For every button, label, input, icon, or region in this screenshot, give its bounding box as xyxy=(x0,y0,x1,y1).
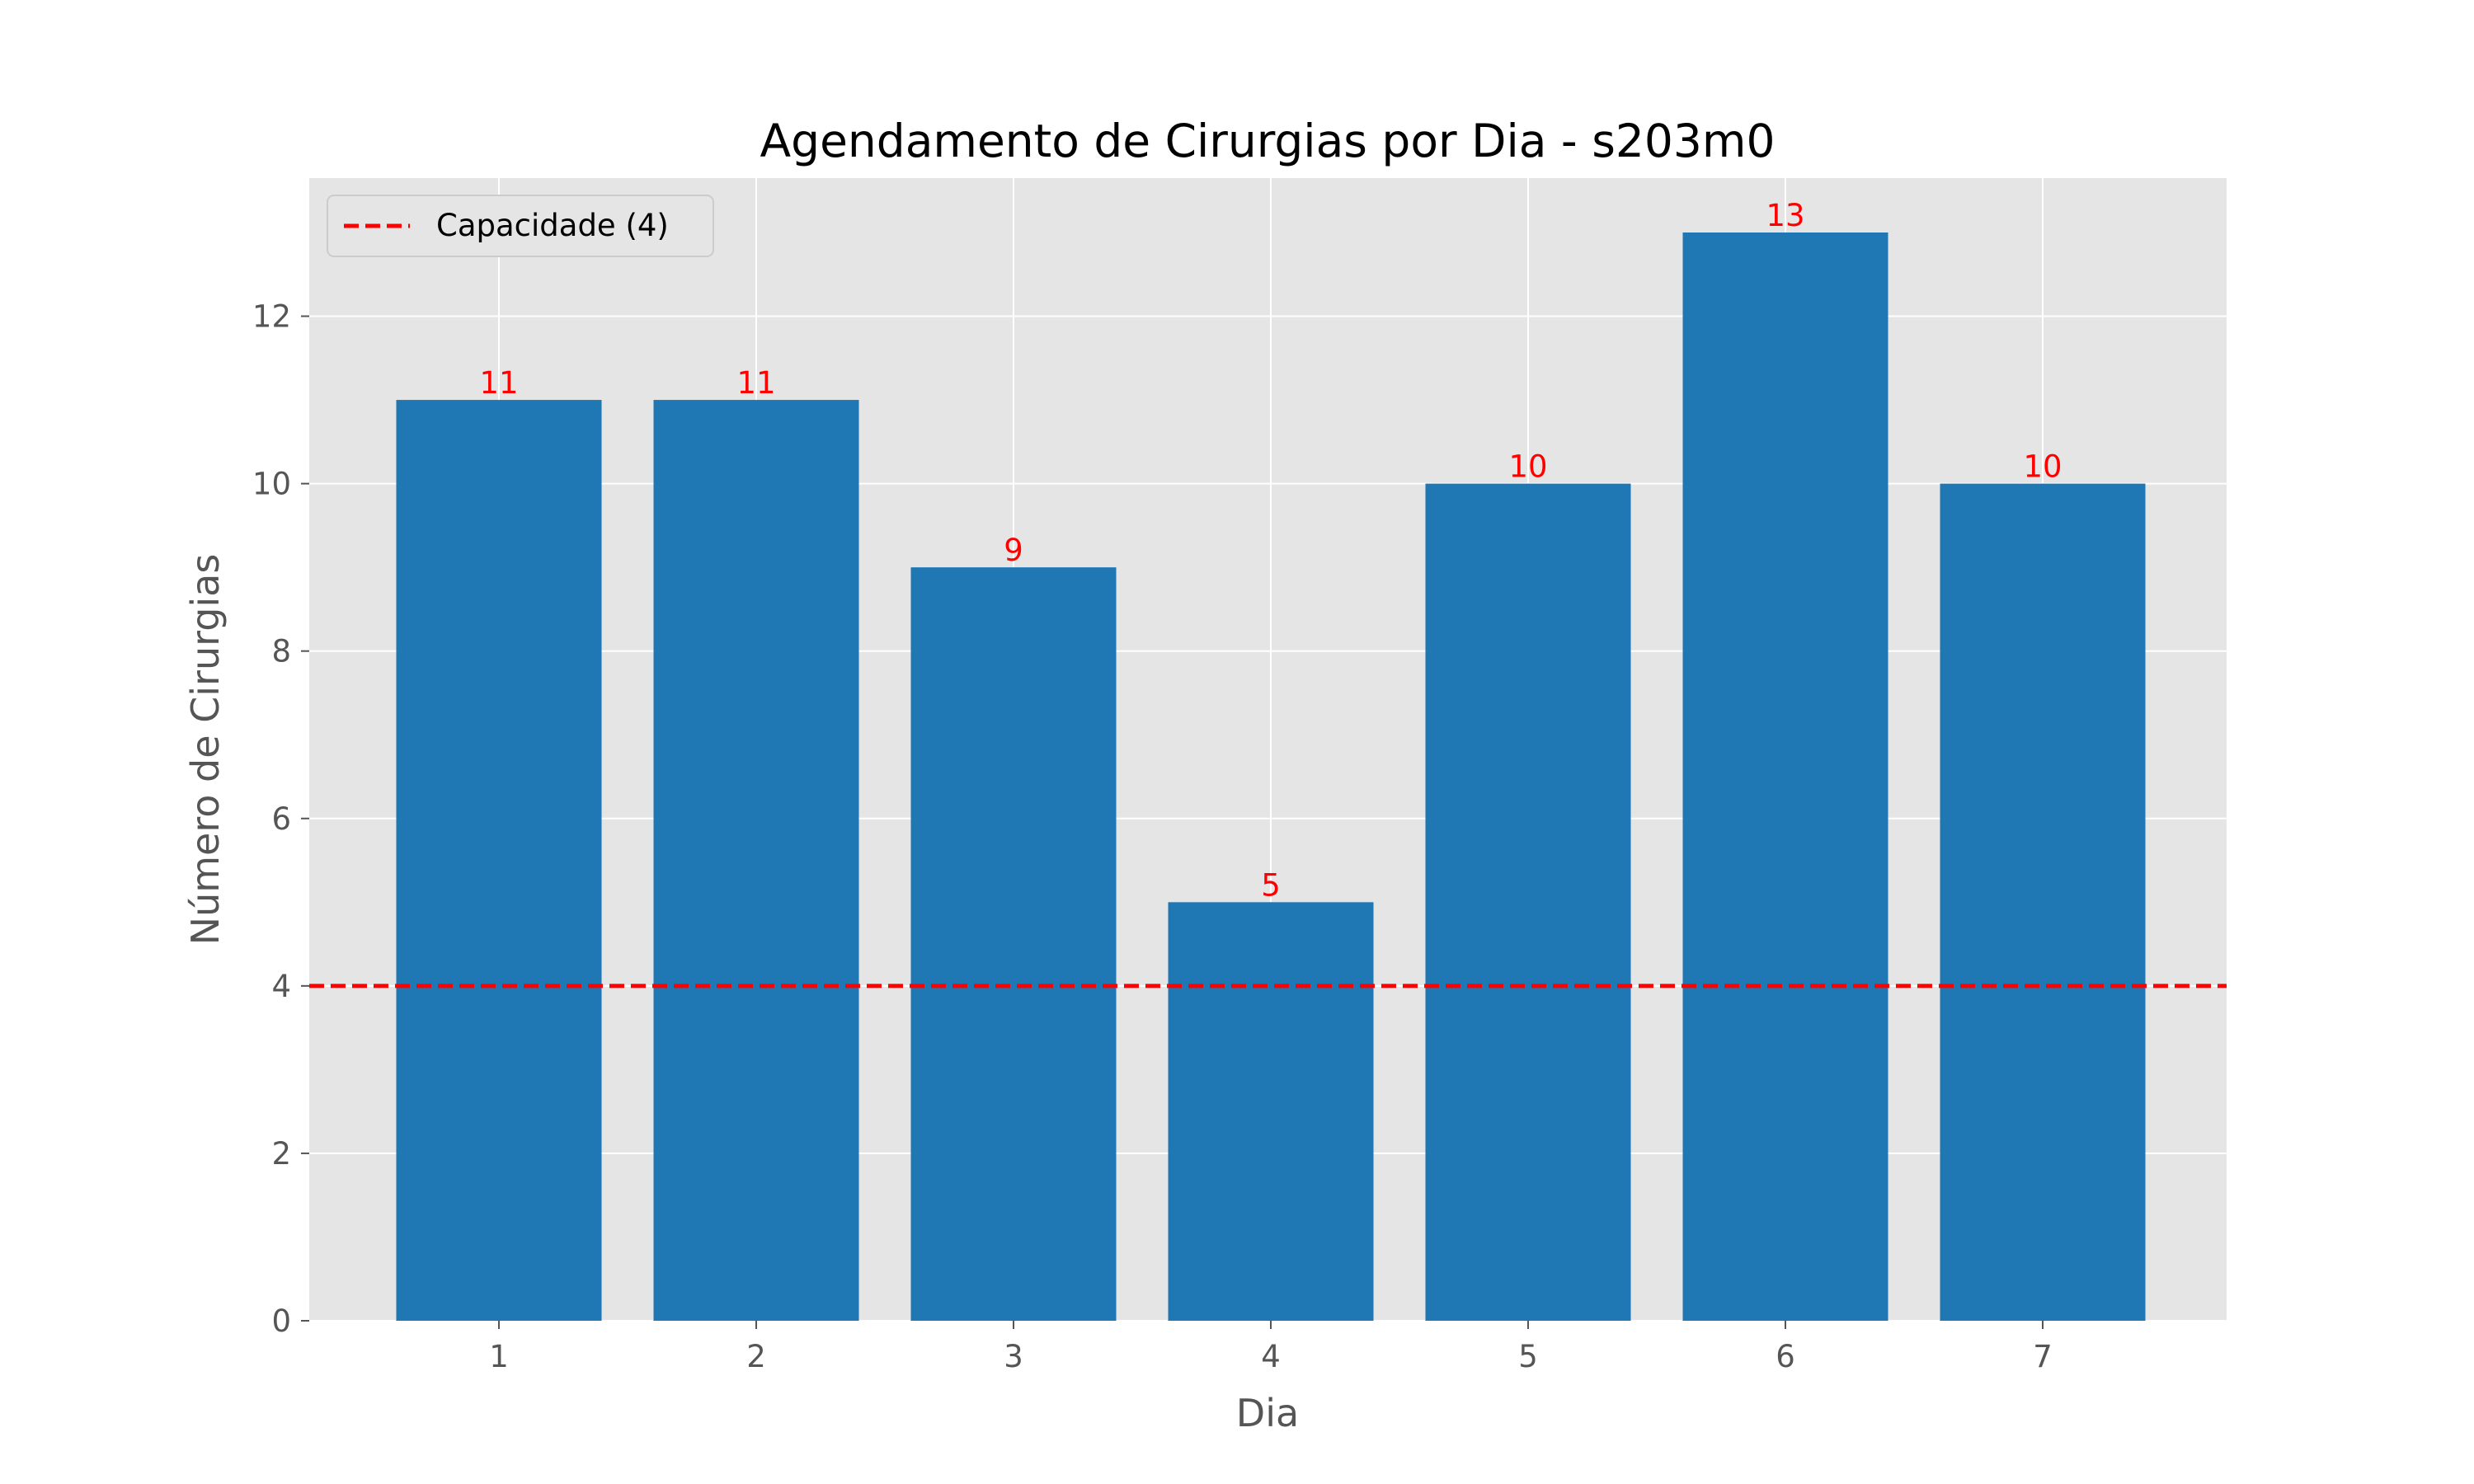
y-tick-label: 4 xyxy=(271,969,291,1004)
x-axis-label: Dia xyxy=(1236,1391,1299,1435)
y-axis-label: Número de Cirurgias xyxy=(183,554,228,946)
bar xyxy=(910,567,1117,1321)
bar xyxy=(396,400,602,1322)
y-tick-label: 8 xyxy=(271,634,291,669)
y-tick-label: 2 xyxy=(271,1136,291,1172)
legend-label: Capacidade (4) xyxy=(436,208,669,243)
x-tick-label: 6 xyxy=(1776,1339,1795,1374)
legend: Capacidade (4) xyxy=(327,195,714,257)
bar xyxy=(653,400,859,1322)
y-tick-label: 0 xyxy=(271,1303,291,1339)
bar-value-label: 10 xyxy=(2023,449,2062,485)
bar-value-label: 11 xyxy=(479,365,518,401)
y-tick-label: 10 xyxy=(252,467,291,502)
bar xyxy=(1425,483,1631,1321)
y-tick-label: 6 xyxy=(271,801,291,837)
x-tick-label: 1 xyxy=(489,1339,509,1374)
bar-value-label: 10 xyxy=(1508,449,1547,485)
bar xyxy=(1168,902,1374,1321)
x-tick-label: 2 xyxy=(746,1339,766,1374)
y-tick-label: 12 xyxy=(252,299,291,335)
bar xyxy=(1940,483,2146,1321)
x-tick-label: 4 xyxy=(1261,1339,1281,1374)
x-tick-label: 5 xyxy=(1518,1339,1538,1374)
bar-value-label: 13 xyxy=(1766,198,1804,233)
bar-value-label: 5 xyxy=(1261,867,1281,903)
bars xyxy=(396,232,2146,1322)
bar xyxy=(1682,232,1888,1321)
value-labels: 11 11 9 5 10 13 10 xyxy=(479,198,2062,903)
x-tick-label: 3 xyxy=(1004,1339,1023,1374)
legend-box xyxy=(327,195,714,257)
x-tick-label: 7 xyxy=(2033,1339,2053,1374)
bar-value-label: 11 xyxy=(736,365,775,401)
bar-value-label: 9 xyxy=(1004,533,1023,568)
chart-title: Agendamento de Cirurgias por Dia - s203m… xyxy=(760,115,1776,167)
